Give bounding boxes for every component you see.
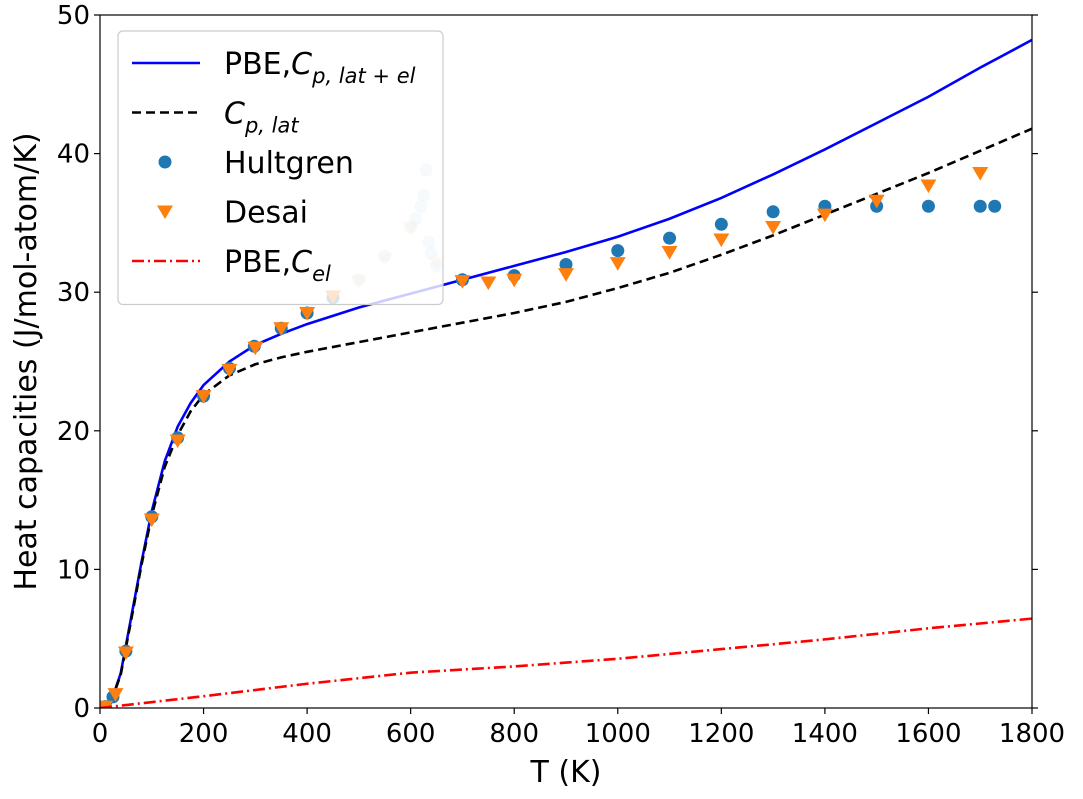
data-point: [299, 306, 316, 321]
legend-entry: Hultgren: [158, 146, 354, 181]
data-point: [661, 246, 678, 260]
x-tick-label: 1800: [999, 719, 1065, 749]
series-line: [100, 127, 1032, 708]
data-point: [221, 363, 238, 378]
data-point: [195, 390, 212, 404]
series-line-4: [100, 617, 1032, 708]
legend-swatch: [158, 155, 172, 169]
legend: PBE,Cp, lat + el Cp, lat Hultgren Desai PBE,…: [117, 30, 444, 306]
legend-label: Hultgren: [224, 146, 354, 181]
x-tick-label: 0: [92, 719, 109, 749]
data-point: [273, 322, 290, 336]
legend-box: [117, 30, 444, 306]
data-point: [973, 199, 987, 213]
data-point: [663, 231, 677, 245]
series-line: [100, 617, 1032, 708]
legend-entry: PBE,Cel: [132, 245, 331, 286]
legend-swatch: [157, 205, 173, 220]
data-point: [107, 688, 124, 702]
x-tick-label: 1000: [585, 719, 651, 749]
data-point: [988, 199, 1002, 213]
legend-entry: PBE,Cp, lat + el: [132, 47, 416, 88]
y-tick-label: 20: [57, 417, 90, 447]
data-point: [609, 257, 626, 271]
y-tick-label: 30: [57, 278, 90, 308]
data-point: [247, 341, 264, 356]
x-tick-label: 1400: [792, 719, 858, 749]
legend-entry: Desai: [157, 196, 308, 231]
legend-label: Cp, lat: [224, 97, 299, 138]
x-tick-label: 1200: [688, 719, 754, 749]
y-tick-label: 40: [57, 140, 90, 170]
series-line-1: [100, 127, 1032, 708]
data-point: [766, 205, 780, 219]
y-axis-label: Heat capacities (J/mol-atom/K): [9, 132, 44, 590]
data-point: [714, 217, 728, 231]
data-point: [143, 513, 160, 528]
x-tick-label: 1600: [895, 719, 961, 749]
data-point: [972, 167, 989, 181]
data-point: [506, 273, 523, 288]
y-tick-label: 50: [57, 1, 90, 31]
x-tick-label: 800: [489, 719, 539, 749]
data-point: [559, 257, 573, 271]
data-point: [921, 199, 935, 213]
data-point: [558, 268, 574, 282]
data-point: [611, 244, 625, 258]
data-point: [920, 179, 937, 194]
x-tick-label: 600: [386, 719, 436, 749]
legend-label: Desai: [224, 196, 308, 231]
data-point: [480, 276, 497, 291]
axis-ticks: 0 200 400 600 800 1000 1200 1400 1600 1800 0 10 20 30…: [57, 1, 1065, 749]
data-point: [117, 646, 134, 661]
x-tick-label: 400: [282, 719, 332, 749]
data-point: [816, 208, 833, 223]
data-point: [713, 233, 730, 248]
x-axis-label: T (K): [530, 755, 602, 790]
x-tick-label: 200: [179, 719, 229, 749]
y-tick-label: 10: [57, 555, 90, 585]
data-point: [868, 194, 885, 209]
data-point: [169, 434, 186, 449]
legend-label: PBE,Cp, lat + el: [224, 47, 416, 88]
y-tick-label: 0: [73, 694, 90, 724]
legend-label: PBE,Cel: [224, 245, 331, 286]
legend-entry: Cp, lat: [132, 97, 299, 138]
data-point: [765, 221, 782, 235]
data-point: [454, 275, 471, 289]
plot-frame: [99, 14, 1033, 709]
